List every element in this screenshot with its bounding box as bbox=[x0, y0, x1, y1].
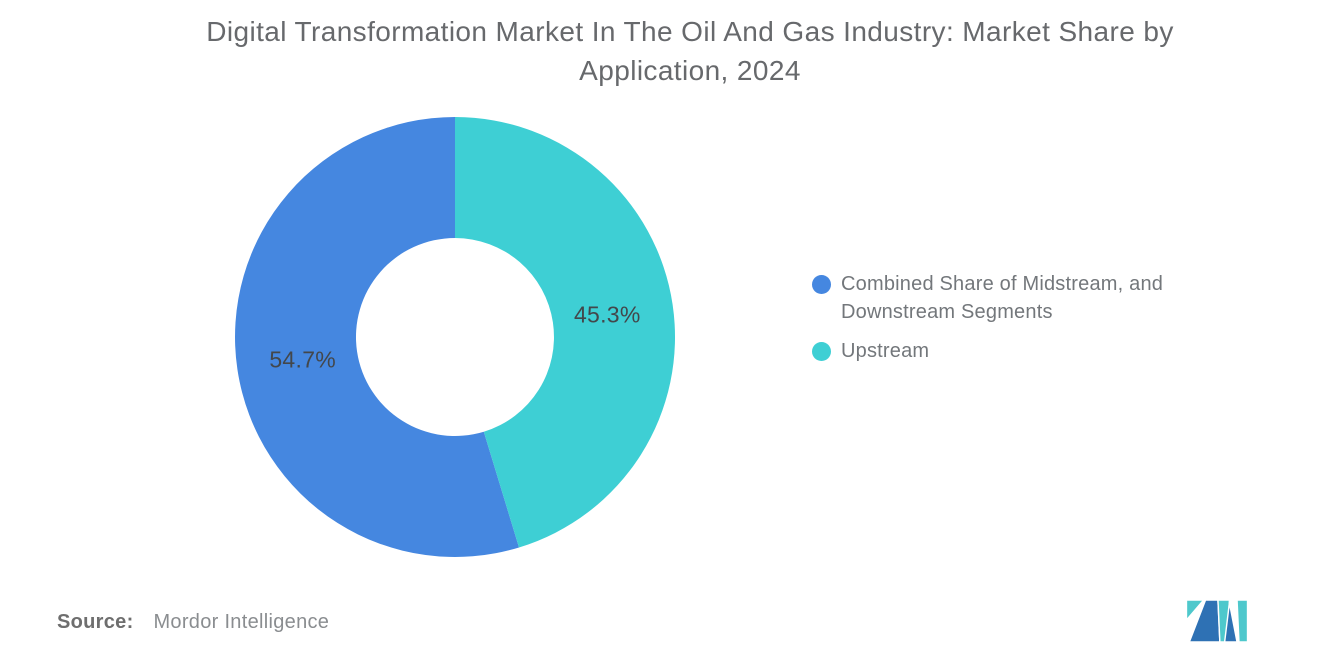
legend-swatch-upstream bbox=[812, 342, 831, 361]
slice-value-label: 54.7% bbox=[269, 347, 336, 373]
legend-item-upstream[interactable]: Upstream bbox=[812, 337, 1212, 365]
source-line: Source: Mordor Intelligence bbox=[57, 611, 329, 634]
source-label: Source: bbox=[57, 611, 134, 633]
chart-title-line1: Digital Transformation Market In The Oil… bbox=[206, 16, 1174, 47]
chart-title-line2: Application, 2024 bbox=[579, 55, 801, 86]
logo-topleft-teal-triangle bbox=[1186, 600, 1205, 622]
legend-swatch-circle bbox=[812, 275, 831, 294]
legend-label-upstream: Upstream bbox=[841, 340, 930, 362]
mordor-intelligence-logo bbox=[1186, 600, 1248, 642]
legend-swatch-circle bbox=[812, 342, 831, 361]
donut-chart: 54.7% 45.3% bbox=[230, 112, 680, 562]
legend-item-combined-midstream-downstream[interactable]: Combined Share of Midstream, and Downstr… bbox=[812, 270, 1212, 326]
legend: Combined Share of Midstream, and Downstr… bbox=[812, 270, 1212, 376]
legend-label-combined: Combined Share of Midstream, and Downstr… bbox=[841, 273, 1164, 323]
logo-left-blue-shape bbox=[1188, 600, 1221, 642]
chart-title: Digital Transformation Market In The Oil… bbox=[60, 12, 1320, 90]
logo-right-teal-bar bbox=[1236, 600, 1248, 642]
donut-slice-1[interactable] bbox=[235, 117, 520, 557]
donut-chart-svg: 54.7% 45.3% bbox=[235, 117, 676, 557]
slice-value-label: 45.3% bbox=[574, 301, 641, 327]
source-text: Mordor Intelligence bbox=[153, 611, 330, 633]
logo-right-blue-triangle bbox=[1223, 602, 1238, 642]
donut-slice-2[interactable] bbox=[455, 117, 676, 548]
legend-swatch-combined bbox=[812, 275, 831, 294]
